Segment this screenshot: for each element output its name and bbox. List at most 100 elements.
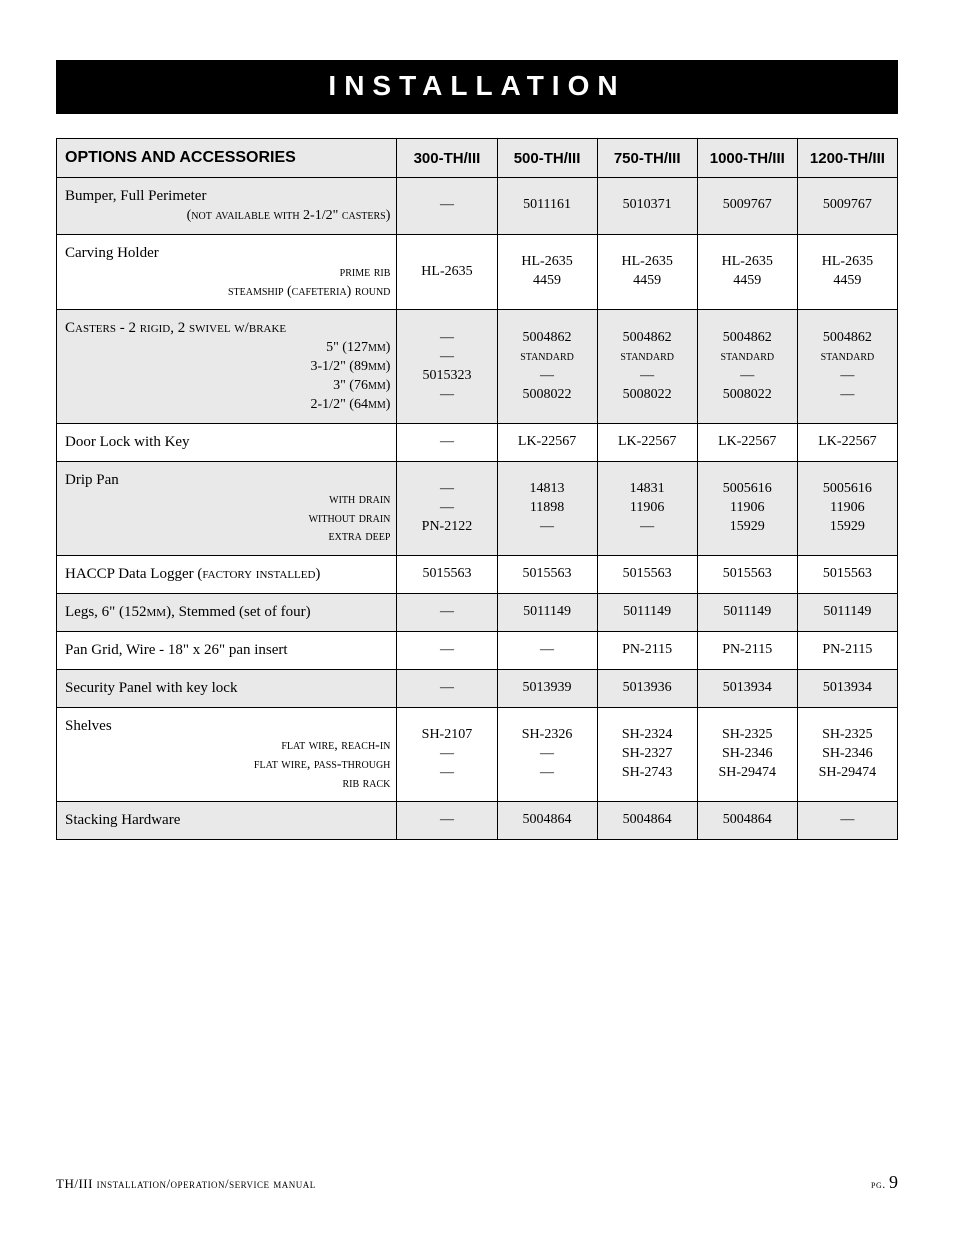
option-main-label: Drip Pan (65, 472, 119, 488)
option-value-cell: LK-22567 (797, 423, 897, 461)
option-sub-label: 3-1/2" (89mm) (65, 358, 390, 377)
option-value-cell: 5011149 (797, 594, 897, 632)
option-value-cell: HL-2635 (397, 234, 497, 310)
table-column-header: 750-TH/III (597, 139, 697, 178)
option-value-cell: HL-26354459 (797, 234, 897, 310)
table-row: Shelvesflat wire, reach-inflat wire, pas… (57, 707, 898, 802)
table-row: HACCP Data Logger (factory installed) 501… (57, 556, 898, 594)
option-value-cell: 5011161 (497, 178, 597, 235)
option-main-label: Carving Holder (65, 245, 159, 261)
option-label-cell: Drip Pan with drainwithout drainextra dee… (57, 461, 397, 556)
option-value-cell: 1481311898— (497, 461, 597, 556)
table-row: Carving Holderprime ribsteamship (cafete… (57, 234, 898, 310)
option-value-cell: 5004862standard—5008022 (497, 310, 597, 423)
table-body: Bumper, Full Perimeter (not available wit… (57, 178, 898, 840)
option-value-cell: SH-2326—— (497, 707, 597, 802)
option-value-cell: — (397, 670, 497, 708)
option-value-cell: 1483111906— (597, 461, 697, 556)
option-sub-label: with drain (65, 491, 390, 510)
option-value-cell: 50056161190615929 (797, 461, 897, 556)
section-title: INSTALLATION (56, 70, 898, 102)
option-value-cell: HL-26354459 (497, 234, 597, 310)
option-main-label: Security Panel with key lock (65, 680, 237, 696)
option-value-cell: 5015563 (597, 556, 697, 594)
option-value-cell: LK-22567 (497, 423, 597, 461)
option-value-cell: SH-2325SH-2346SH-29474 (697, 707, 797, 802)
option-value-cell: ——PN-2122 (397, 461, 497, 556)
table-row: Door Lock with Key—LK-22567LK-22567LK-22… (57, 423, 898, 461)
option-value-cell: 5004862standard—— (797, 310, 897, 423)
table-row: Stacking Hardware—500486450048645004864— (57, 802, 898, 840)
option-value-cell: LK-22567 (597, 423, 697, 461)
option-value-cell: 5015563 (497, 556, 597, 594)
option-label-cell: HACCP Data Logger (factory installed) (57, 556, 397, 594)
option-label-cell: Stacking Hardware (57, 802, 397, 840)
table-header: OPTIONS AND ACCESSORIES300-TH/III500-TH/… (57, 139, 898, 178)
option-value-cell: 5013936 (597, 670, 697, 708)
table-header-options: OPTIONS AND ACCESSORIES (57, 139, 397, 178)
option-label-cell: Door Lock with Key (57, 423, 397, 461)
option-main-label: HACCP Data Logger (factory installed) (65, 566, 320, 582)
option-value-cell: HL-26354459 (597, 234, 697, 310)
option-sub-label: 3" (76mm) (65, 377, 390, 396)
option-value-cell: 50056161190615929 (697, 461, 797, 556)
option-label-cell: Casters - 2 rigid, 2 swivel w/brake5" (1… (57, 310, 397, 423)
table-column-header: 1200-TH/III (797, 139, 897, 178)
option-sub-label: flat wire, pass-through (65, 756, 390, 775)
footer-manual-title: TH/III installation/operation/service ma… (56, 1176, 316, 1192)
table-row: Casters - 2 rigid, 2 swivel w/brake5" (1… (57, 310, 898, 423)
option-value-cell: — (397, 632, 497, 670)
option-value-cell: HL-26354459 (697, 234, 797, 310)
option-value-cell: 5011149 (497, 594, 597, 632)
option-value-cell: SH-2107—— (397, 707, 497, 802)
option-value-cell: 5011149 (697, 594, 797, 632)
option-value-cell: 5009767 (697, 178, 797, 235)
option-value-cell: ——5015323— (397, 310, 497, 423)
option-main-label: Stacking Hardware (65, 812, 180, 828)
option-value-cell: — (397, 594, 497, 632)
option-sub-label: extra deep (65, 528, 390, 547)
option-value-cell: PN-2115 (597, 632, 697, 670)
option-value-cell: 5004862standard—5008022 (597, 310, 697, 423)
table-column-header: 300-TH/III (397, 139, 497, 178)
option-value-cell: — (397, 423, 497, 461)
option-label-cell: Carving Holderprime ribsteamship (cafete… (57, 234, 397, 310)
option-value-cell: — (397, 178, 497, 235)
table-row: Security Panel with key lock—50139395013… (57, 670, 898, 708)
option-value-cell: SH-2325SH-2346SH-29474 (797, 707, 897, 802)
option-value-cell: 5004864 (497, 802, 597, 840)
option-value-cell: 5004864 (697, 802, 797, 840)
option-sub-label: (not available with 2-1/2" casters) (65, 207, 390, 226)
option-value-cell: — (497, 632, 597, 670)
table-column-header: 500-TH/III (497, 139, 597, 178)
option-main-label: Casters - 2 rigid, 2 swivel w/brake (65, 320, 286, 336)
table-row: Legs, 6" (152mm), Stemmed (set of four) —… (57, 594, 898, 632)
footer-page-number: pg. 9 (871, 1172, 898, 1193)
option-main-label: Legs, 6" (152mm), Stemmed (set of four) (65, 604, 311, 620)
table-column-header: 1000-TH/III (697, 139, 797, 178)
option-label-cell: Legs, 6" (152mm), Stemmed (set of four) (57, 594, 397, 632)
option-sub-label: steamship (cafeteria) round (65, 283, 390, 302)
option-main-label: Door Lock with Key (65, 434, 190, 450)
option-sub-label: rib rack (65, 775, 390, 794)
option-value-cell: 5015563 (697, 556, 797, 594)
page-number-value: 9 (889, 1172, 898, 1192)
option-value-cell: 5004862standard—5008022 (697, 310, 797, 423)
section-title-bar: INSTALLATION (56, 60, 898, 114)
option-value-cell: 5013934 (797, 670, 897, 708)
table-row: Bumper, Full Perimeter (not available wit… (57, 178, 898, 235)
option-value-cell: 5011149 (597, 594, 697, 632)
option-value-cell: — (797, 802, 897, 840)
option-value-cell: 5009767 (797, 178, 897, 235)
option-main-label: Shelves (65, 718, 112, 734)
option-value-cell: 5004864 (597, 802, 697, 840)
option-label-cell: Pan Grid, Wire - 18" x 26" pan insert (57, 632, 397, 670)
option-sub-label: 2-1/2" (64mm) (65, 396, 390, 415)
option-value-cell: 5015563 (797, 556, 897, 594)
table-row: Drip Pan with drainwithout drainextra dee… (57, 461, 898, 556)
option-value-cell: PN-2115 (797, 632, 897, 670)
option-main-label: Bumper, Full Perimeter (65, 188, 206, 204)
option-value-cell: SH-2324SH-2327SH-2743 (597, 707, 697, 802)
option-value-cell: PN-2115 (697, 632, 797, 670)
option-sub-label: without drain (65, 510, 390, 529)
